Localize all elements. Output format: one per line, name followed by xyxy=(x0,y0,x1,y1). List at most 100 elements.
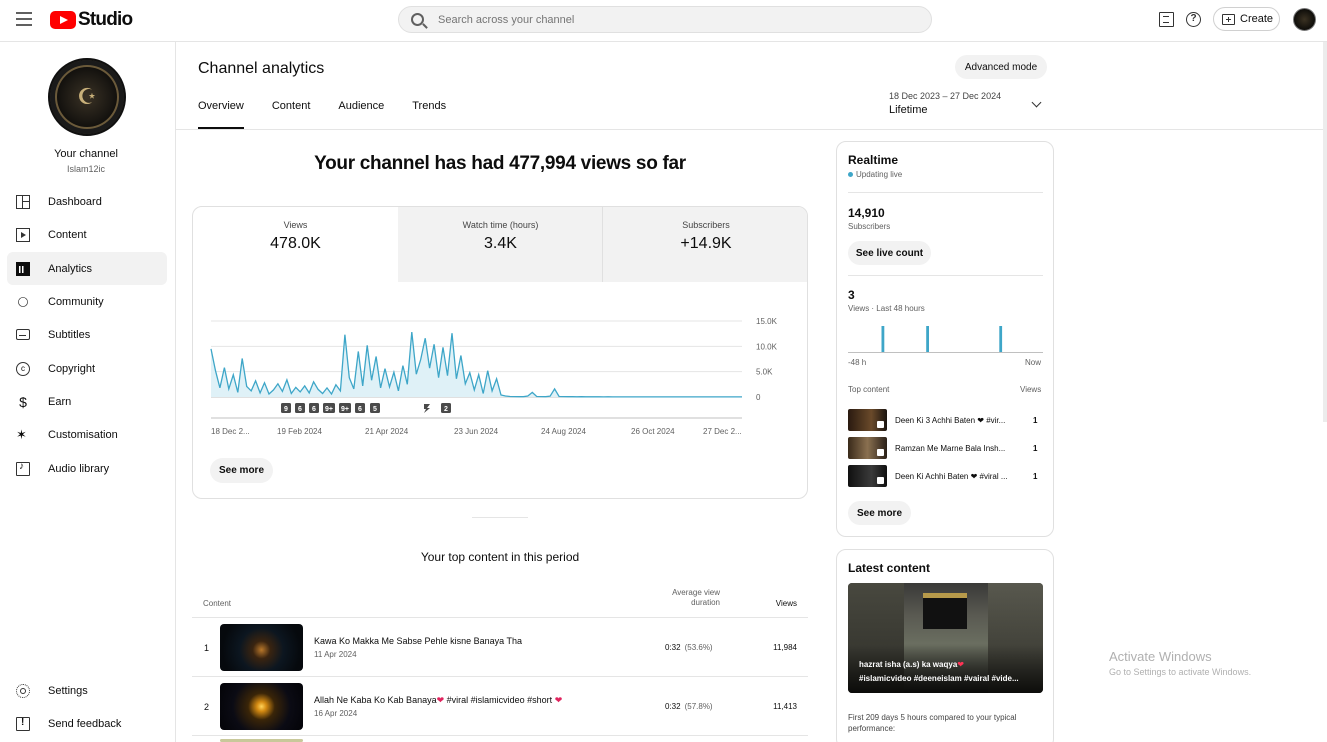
video-thumbnail[interactable] xyxy=(220,683,303,730)
chart-annotation-label: 9+ xyxy=(325,406,333,413)
activate-windows-title: Activate Windows xyxy=(1109,649,1212,664)
logo-text: Studio xyxy=(78,9,133,30)
content-icon xyxy=(16,227,30,242)
realtime-video-title[interactable]: Ramzan Me Marne Bala Insh... xyxy=(895,444,1006,453)
copyright-icon: c xyxy=(16,361,30,376)
channel-avatar[interactable]: ☪ xyxy=(48,58,126,136)
chart-x-tick-label: 24 Aug 2024 xyxy=(541,427,586,436)
sidebar-item-label: Customisation xyxy=(48,428,118,441)
studio-logo[interactable]: Studio xyxy=(50,9,133,31)
realtime-see-more-button[interactable]: See more xyxy=(848,501,911,525)
metric-subscribers-tab[interactable]: Subscribers +14.9K xyxy=(603,207,807,282)
video-date: 11 Apr 2024 xyxy=(314,650,357,659)
avd-percent: (57.8%) xyxy=(684,702,713,711)
chart-annotation-badge xyxy=(441,403,451,413)
video-title[interactable]: Kawa Ko Makka Me Sabse Pehle kisne Banay… xyxy=(314,636,522,646)
help-icon[interactable]: ? xyxy=(1186,12,1201,27)
chart-annotation-badge xyxy=(355,403,365,413)
row-rank: 2 xyxy=(204,702,210,712)
tab-overview[interactable]: Overview xyxy=(198,100,244,129)
tab-content[interactable]: Content xyxy=(271,100,311,112)
account-avatar[interactable] xyxy=(1293,8,1316,31)
video-avd: 0:32 (53.6%) xyxy=(665,643,713,652)
scrollbar[interactable] xyxy=(1323,42,1327,422)
divider xyxy=(848,275,1043,276)
col-header-avd[interactable]: Average view duration xyxy=(672,588,720,607)
date-range[interactable]: 18 Dec 2023 – 27 Dec 2024 xyxy=(889,91,1002,101)
realtime-views-chart[interactable] xyxy=(848,324,1043,354)
sidebar-item-send-feedback[interactable]: Send feedback xyxy=(7,707,167,740)
chart-annotation-label: 6 xyxy=(358,406,362,413)
latest-video-thumbnail[interactable]: hazrat isha (a.s) ka waqya❤ #islamicvide… xyxy=(848,583,1043,693)
sidebar-item-label: Settings xyxy=(48,684,88,697)
tab-audience[interactable]: Audience xyxy=(338,100,385,112)
latest-video-hashtags: #islamicvideo #deeneislam #vairal #vide.… xyxy=(859,674,1019,683)
search-icon xyxy=(411,13,424,26)
sidebar-item-audio-library[interactable]: Audio library xyxy=(7,452,167,485)
sidebar-item-subtitles[interactable]: Subtitles xyxy=(7,318,167,351)
video-title-text: Allah Ne Kaba Ko Kab Banaya xyxy=(314,695,437,705)
chart-annotation-badge xyxy=(370,403,380,413)
video-title[interactable]: Allah Ne Kaba Ko Kab Banaya ❤ #viral #isl… xyxy=(314,695,562,706)
see-live-count-button[interactable]: See live count xyxy=(848,241,931,265)
metric-watch-time-tab[interactable]: Watch time (hours) 3.4K xyxy=(398,207,603,282)
sidebar-item-copyright[interactable]: c Copyright xyxy=(7,352,167,385)
sidebar-item-earn[interactable]: $ Earn xyxy=(7,385,167,418)
realtime-video-views: 1 xyxy=(1033,472,1038,481)
heart-icon: ❤ xyxy=(554,695,563,705)
menu-icon[interactable] xyxy=(16,12,32,26)
realtime-bar xyxy=(881,326,885,352)
video-title-tags: #viral #islamicvideo #short xyxy=(444,695,555,705)
video-thumbnail[interactable] xyxy=(220,739,303,742)
sidebar-item-community[interactable]: Community xyxy=(7,285,167,318)
realtime-video-thumbnail[interactable] xyxy=(848,409,887,431)
analytics-icon xyxy=(16,261,30,276)
chart-x-tick-label: 27 Dec 2... xyxy=(703,427,742,436)
earn-icon: $ xyxy=(19,393,27,410)
realtime-video-thumbnail[interactable] xyxy=(848,465,887,487)
realtime-video-thumbnail[interactable] xyxy=(848,437,887,459)
sidebar-item-analytics[interactable]: Analytics xyxy=(7,252,167,285)
latest-content-title: Latest content xyxy=(848,561,931,575)
chart-annotation-label: 5 xyxy=(373,406,377,413)
metric-label: Views xyxy=(283,220,308,230)
sidebar-item-content[interactable]: Content xyxy=(7,218,167,251)
sidebar-item-dashboard[interactable]: Dashboard xyxy=(7,185,167,218)
create-icon xyxy=(1222,13,1235,25)
realtime-video-title[interactable]: Deen Ki 3 Achhi Baten ❤ #vir... xyxy=(895,416,1006,425)
date-period-label[interactable]: Lifetime xyxy=(889,104,928,116)
messages-icon[interactable] xyxy=(1159,12,1174,27)
top-content-views-label: Views xyxy=(1020,385,1042,394)
realtime-bar xyxy=(926,326,929,352)
create-button[interactable]: Create xyxy=(1213,7,1280,31)
views-chart[interactable]: 15.0K 10.0K 5.0K 0 18 Dec 2... 19 Feb 2024 21 … xyxy=(193,282,808,442)
chart-y-tick-label: 0 xyxy=(756,393,761,402)
realtime-axis-start: -48 h xyxy=(848,358,867,367)
chart-annotation-badge xyxy=(295,403,305,413)
col-header-views[interactable]: Views xyxy=(775,599,797,608)
realtime-video-title[interactable]: Deen Ki Achhi Baten ❤ #viral ... xyxy=(895,472,1008,481)
latest-content-card: Latest content hazrat isha (a.s) ka waqy… xyxy=(836,549,1054,742)
analytics-tabs: Overview Content Audience Trends xyxy=(198,100,474,129)
video-date: 16 Apr 2024 xyxy=(314,709,358,718)
channel-handle: Islam12ic xyxy=(66,164,105,174)
tab-trends[interactable]: Trends xyxy=(412,100,447,112)
advanced-mode-button[interactable]: Advanced mode xyxy=(955,55,1047,79)
audio-library-icon xyxy=(16,461,30,476)
sidebar-item-customisation[interactable]: ✶ Customisation xyxy=(7,418,167,451)
search-input[interactable] xyxy=(438,13,898,26)
sidebar-item-settings[interactable]: Settings xyxy=(7,674,167,707)
search-bar[interactable] xyxy=(398,6,932,33)
see-more-button[interactable]: See more xyxy=(210,458,273,483)
metric-label: Watch time (hours) xyxy=(462,220,539,230)
chart-annotation-badge xyxy=(339,403,351,413)
sidebar-item-label: Dashboard xyxy=(48,195,102,208)
video-thumbnail[interactable] xyxy=(220,624,303,671)
realtime-views-label: Views · Last 48 hours xyxy=(848,304,925,313)
metric-views-tab[interactable]: Views 478.0K xyxy=(193,207,398,282)
chart-annotation-badge xyxy=(323,403,335,413)
overview-card: Views 478.0K Watch time (hours) 3.4K Sub… xyxy=(192,206,808,499)
subscriber-count: 14,910 xyxy=(848,206,885,220)
chart-annotation-label: 6 xyxy=(298,406,302,413)
chevron-down-icon[interactable] xyxy=(1031,97,1042,108)
